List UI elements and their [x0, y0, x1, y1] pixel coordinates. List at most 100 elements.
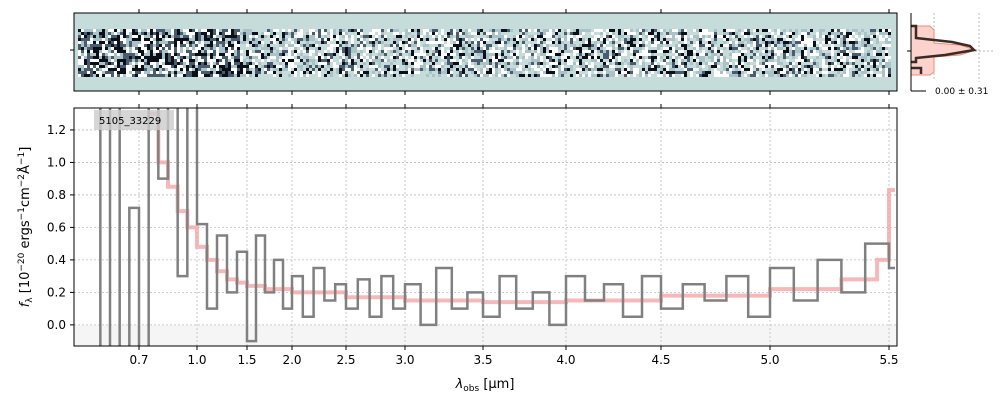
2d-pixel [324, 56, 327, 59]
2d-pixel [744, 53, 747, 56]
2d-pixel [564, 32, 567, 35]
2d-pixel [468, 53, 471, 56]
2d-pixel [126, 29, 129, 32]
2d-pixel [507, 62, 510, 65]
2d-pixel [201, 47, 204, 50]
2d-pixel [456, 47, 459, 50]
2d-pixel [108, 47, 111, 50]
2d-pixel [168, 44, 171, 47]
2d-pixel [156, 44, 159, 47]
2d-pixel [150, 32, 153, 35]
2d-pixel [306, 47, 309, 50]
2d-pixel [723, 56, 726, 59]
2d-pixel [888, 74, 891, 77]
2d-pixel [231, 53, 234, 56]
2d-pixel [171, 59, 174, 62]
2d-pixel [552, 29, 555, 32]
2d-pixel [855, 56, 858, 59]
2d-pixel [306, 59, 309, 62]
2d-pixel [87, 38, 90, 41]
2d-pixel [489, 29, 492, 32]
2d-pixel [192, 38, 195, 41]
2d-pixel [489, 44, 492, 47]
2d-pixel [525, 53, 528, 56]
2d-pixel [423, 62, 426, 65]
2d-pixel [156, 56, 159, 59]
2d-pixel [630, 71, 633, 74]
2d-pixel [798, 41, 801, 44]
2d-pixel [237, 59, 240, 62]
2d-pixel [198, 50, 201, 53]
2d-pixel [846, 71, 849, 74]
2d-pixel [558, 47, 561, 50]
2d-pixel [777, 62, 780, 65]
2d-pixel [306, 32, 309, 35]
2d-pixel [90, 50, 93, 53]
2d-pixel [168, 35, 171, 38]
2d-pixel [672, 59, 675, 62]
2d-pixel [501, 29, 504, 32]
2d-pixel [147, 62, 150, 65]
2d-spectrum-panel [70, 9, 898, 95]
2d-pixel [741, 53, 744, 56]
2d-pixel [627, 29, 630, 32]
2d-pixel [231, 29, 234, 32]
2d-pixel [729, 32, 732, 35]
2d-pixel [447, 41, 450, 44]
2d-pixel [543, 68, 546, 71]
2d-pixel [825, 65, 828, 68]
2d-pixel [159, 68, 162, 71]
2d-pixel [516, 50, 519, 53]
2d-pixel [312, 44, 315, 47]
2d-pixel [369, 59, 372, 62]
2d-pixel [285, 38, 288, 41]
2d-pixel [237, 50, 240, 53]
2d-pixel [501, 59, 504, 62]
2d-pixel [591, 38, 594, 41]
2d-pixel [708, 35, 711, 38]
2d-pixel [459, 32, 462, 35]
2d-pixel [306, 35, 309, 38]
2d-pixel [420, 65, 423, 68]
2d-pixel [801, 44, 804, 47]
2d-pixel [585, 53, 588, 56]
2d-pixel [843, 35, 846, 38]
2d-pixel [255, 47, 258, 50]
2d-pixel [651, 53, 654, 56]
2d-pixel [783, 65, 786, 68]
2d-pixel [105, 68, 108, 71]
2d-pixel [837, 65, 840, 68]
2d-pixel [411, 50, 414, 53]
2d-pixel [582, 41, 585, 44]
2d-pixel [309, 35, 312, 38]
2d-pixel [768, 62, 771, 65]
2d-pixel [543, 53, 546, 56]
2d-pixel [732, 71, 735, 74]
2d-pixel [738, 47, 741, 50]
2d-pixel [417, 59, 420, 62]
2d-pixel [276, 59, 279, 62]
2d-pixel [636, 56, 639, 59]
2d-pixel [423, 29, 426, 32]
2d-pixel [471, 53, 474, 56]
2d-pixel [378, 74, 381, 77]
2d-pixel [567, 68, 570, 71]
2d-pixel [225, 68, 228, 71]
2d-pixel [318, 47, 321, 50]
2d-pixel [654, 44, 657, 47]
2d-pixel [267, 62, 270, 65]
2d-pixel [411, 53, 414, 56]
2d-pixel [618, 50, 621, 53]
2d-pixel [78, 50, 81, 53]
2d-pixel [222, 59, 225, 62]
2d-pixel [564, 62, 567, 65]
2d-pixel [579, 53, 582, 56]
2d-pixel [189, 62, 192, 65]
2d-pixel [789, 65, 792, 68]
2d-pixel [243, 35, 246, 38]
2d-pixel [837, 38, 840, 41]
2d-pixel [351, 38, 354, 41]
2d-pixel [213, 71, 216, 74]
2d-pixel [636, 47, 639, 50]
2d-pixel [438, 41, 441, 44]
